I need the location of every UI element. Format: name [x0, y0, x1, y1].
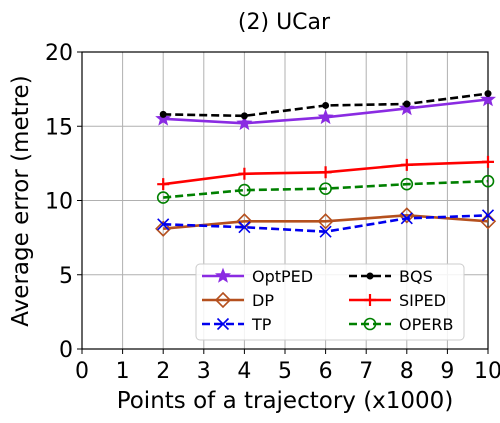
legend-label-optped: OptPED — [252, 267, 313, 286]
data-point-operb — [481, 174, 495, 188]
data-point-tp — [400, 212, 413, 225]
y-tick-label: 15 — [45, 115, 73, 140]
legend: OptPED BQS DP SIPED TP OPERB — [195, 263, 465, 341]
data-point-tp — [238, 221, 251, 234]
series-optped — [155, 91, 496, 131]
legend-marker-operb — [363, 317, 377, 331]
series-tp — [157, 209, 495, 238]
x-tick-label: 2 — [156, 359, 170, 384]
x-tick-label: 1 — [116, 359, 130, 384]
legend-label-siped: SIPED — [399, 291, 446, 310]
data-point-siped — [238, 167, 251, 180]
data-point-optped — [317, 108, 334, 125]
series-siped — [157, 155, 494, 191]
legend-item-siped: SIPED — [349, 291, 446, 310]
y-tick-label: 10 — [45, 190, 73, 215]
legend-box — [195, 263, 465, 341]
data-point-siped — [400, 158, 413, 171]
legend-marker-tp — [216, 317, 230, 331]
data-point-bqs — [484, 90, 492, 98]
data-point-bqs — [240, 112, 248, 120]
data-point-operb — [319, 182, 332, 195]
data-point-dp — [155, 220, 172, 237]
data-series — [155, 90, 497, 238]
data-point-bqs — [159, 110, 167, 118]
x-tick-label: 9 — [440, 359, 454, 384]
data-point-siped — [157, 178, 170, 191]
legend-label-dp: DP — [252, 291, 274, 310]
data-point-siped — [319, 166, 332, 179]
legend-item-operb: OPERB — [349, 315, 453, 334]
series-operb — [156, 174, 495, 204]
x-tick-label: 7 — [359, 359, 373, 384]
data-point-optped — [236, 114, 253, 131]
data-point-operb — [400, 177, 414, 191]
chart-title: (2) UCar — [238, 10, 331, 35]
legend-label-tp: TP — [251, 315, 272, 334]
legend-marker-optped — [215, 267, 231, 283]
legend-marker-dp — [214, 291, 232, 309]
data-point-bqs — [322, 101, 330, 109]
x-tick-label: 4 — [237, 359, 251, 384]
x-tick-label: 5 — [278, 359, 292, 384]
x-tick-label: 6 — [319, 359, 333, 384]
data-point-optped — [480, 91, 496, 107]
data-point-tp — [319, 225, 332, 238]
data-point-bqs — [403, 100, 411, 108]
data-point-operb — [156, 191, 170, 204]
data-point-siped — [482, 155, 494, 168]
legend-item-tp: TP — [202, 315, 272, 334]
y-tick-label: 5 — [59, 264, 73, 289]
y-tick-label: 0 — [59, 338, 73, 363]
legend-item-optped: OptPED — [202, 267, 313, 286]
data-point-optped — [398, 100, 415, 116]
series-line-operb — [163, 179, 489, 199]
x-tick-label: 8 — [400, 359, 414, 384]
legend-marker-bqs — [366, 272, 374, 280]
series-bqs — [159, 90, 492, 120]
y-axis-title: Average error (metre) — [8, 75, 34, 326]
legend-label-bqs: BQS — [399, 267, 433, 286]
legend-item-bqs: BQS — [349, 267, 433, 286]
data-point-tp — [157, 218, 170, 231]
data-point-tp — [481, 209, 495, 222]
axis-ticks: 0 1 2 3 4 5 6 7 8 9 10 0 5 10 15 20 — [45, 41, 500, 384]
legend-item-dp: DP — [202, 291, 274, 310]
y-tick-label: 20 — [45, 41, 73, 66]
x-tick-label: 0 — [75, 359, 89, 384]
data-point-optped — [155, 110, 172, 126]
legend-marker-siped — [364, 294, 376, 306]
legend-label-operb: OPERB — [399, 315, 453, 334]
x-tick-label: 10 — [474, 359, 500, 384]
data-point-operb — [238, 183, 251, 197]
x-axis-title: Points of a trajectory (x1000) — [117, 388, 454, 414]
data-point-dp — [317, 213, 334, 230]
x-tick-label: 3 — [197, 359, 211, 384]
